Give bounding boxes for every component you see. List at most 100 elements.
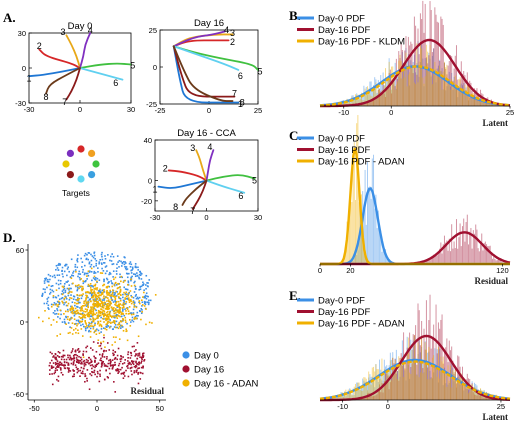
scatter-point (154, 294, 157, 296)
histogram-bar (374, 395, 376, 400)
scatter-point (90, 289, 93, 291)
histogram-bar (477, 391, 479, 400)
scatter-point (65, 281, 68, 283)
scatter-point (97, 323, 99, 325)
scatter-point (122, 330, 125, 332)
scatter-point (105, 319, 107, 322)
histogram-bar (471, 384, 473, 400)
scatter-point (125, 310, 127, 312)
scatter-point (88, 325, 90, 328)
scatter-point (76, 284, 79, 287)
scatter-point (87, 312, 90, 314)
histogram-bar (409, 85, 411, 106)
scatter-point (112, 349, 115, 352)
histogram-bar (427, 258, 429, 264)
scatter-point (57, 279, 60, 282)
scatter-point (101, 362, 103, 364)
scatter-point (67, 364, 70, 366)
scatter-point (89, 312, 92, 315)
scatter-point (45, 277, 47, 280)
histogram-bar (367, 383, 368, 400)
histogram-bar (425, 57, 427, 106)
scatter-point (131, 361, 134, 363)
scatter-point (110, 297, 113, 299)
scatter-point (80, 356, 82, 359)
scatter-point (90, 374, 93, 377)
scatter-point (93, 291, 96, 294)
scatter-point (133, 303, 135, 306)
scatter-point (48, 284, 50, 287)
histogram-bar (369, 383, 371, 400)
histogram-bar (413, 334, 415, 400)
scatter-point (86, 325, 88, 327)
histogram-bar (447, 81, 449, 106)
histogram-bar (374, 77, 376, 106)
histogram-bar (436, 349, 438, 400)
histogram-bar (447, 362, 449, 400)
histogram-bar (437, 254, 439, 264)
histogram-bar (368, 377, 370, 400)
scatter-point (73, 375, 75, 378)
histogram-bar (478, 395, 480, 400)
histogram-bar (424, 342, 426, 400)
scatter-point (41, 292, 44, 295)
scatter-point (88, 262, 91, 265)
histogram-bar (347, 101, 349, 106)
histogram-bar (338, 395, 340, 400)
histogram-bar (451, 56, 453, 106)
scatter-point (122, 302, 125, 305)
scatter-point (119, 360, 122, 363)
scatter-point (89, 327, 92, 330)
scatter-point (140, 285, 143, 288)
scatter-point (57, 283, 60, 286)
scatter-point (67, 292, 70, 295)
scatter-point (110, 322, 112, 324)
scatter-point (121, 262, 124, 265)
scatter-point (125, 302, 127, 305)
scatter-point (106, 315, 108, 317)
scatter-point (125, 293, 128, 296)
scatter-point (83, 264, 86, 267)
scatter-point (101, 251, 103, 254)
scatter-point (72, 307, 75, 309)
scatter-point (132, 301, 135, 303)
scatter-point (67, 322, 70, 324)
scatter-point (103, 289, 105, 291)
scatter-point (69, 370, 72, 372)
histogram-bar (476, 395, 478, 400)
scatter-point (106, 278, 109, 281)
histogram-bar (493, 104, 495, 106)
scatter-point (106, 308, 108, 310)
reach-trajectory-1 (157, 179, 208, 189)
scatter-point (61, 266, 64, 269)
scatter-point (118, 362, 121, 365)
scatter-point (147, 295, 149, 298)
scatter-point (95, 350, 98, 353)
scatter-point (113, 358, 116, 360)
histogram-bar (454, 55, 456, 106)
scatter-point (102, 350, 105, 353)
histogram-bar (395, 58, 397, 106)
histogram-bar (469, 388, 471, 400)
histogram-bar (395, 84, 397, 106)
pdf-curve-3 (319, 360, 511, 400)
scatter-point (76, 294, 78, 296)
histogram-bar (428, 71, 430, 106)
histogram-bar (457, 355, 459, 400)
scatter-point (81, 316, 84, 318)
scatter-point (96, 301, 98, 304)
legend-label: Day-16 PDF - ADAN (318, 319, 405, 330)
scatter-point (77, 348, 80, 350)
scatter-point (96, 292, 99, 294)
scatter-point (85, 305, 88, 307)
histogram-bar (434, 69, 436, 106)
histogram-bar (418, 337, 420, 400)
histogram-bar (416, 43, 418, 106)
scatter-point (90, 318, 92, 321)
x-tick-label: 25 (254, 106, 262, 115)
histogram-bar (496, 260, 498, 264)
histogram-bar (335, 395, 337, 400)
scatter-point (116, 306, 119, 308)
scatter-point (68, 358, 71, 361)
